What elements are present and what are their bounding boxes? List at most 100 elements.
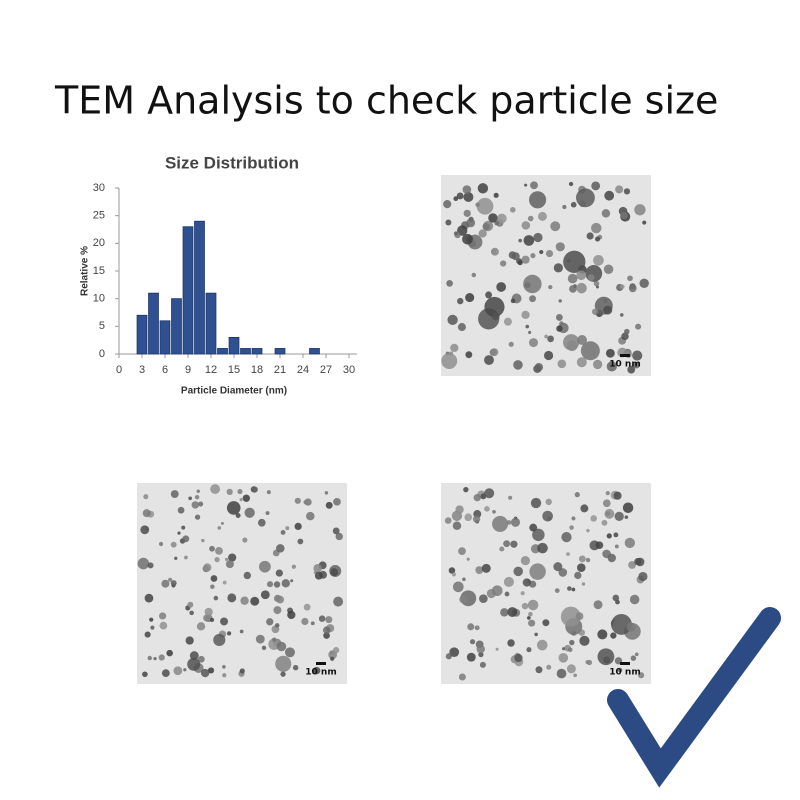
particle: [173, 666, 183, 676]
particle: [621, 332, 629, 341]
particle: [183, 668, 187, 672]
particle: [617, 667, 623, 673]
scale-label: 10 nm: [609, 668, 640, 678]
particle: [528, 338, 538, 348]
particle: [312, 666, 321, 675]
particle: [475, 566, 484, 575]
particle: [514, 653, 523, 663]
particle: [563, 334, 580, 351]
particle: [222, 673, 227, 678]
particle: [570, 201, 577, 208]
particle: [220, 617, 229, 626]
particle: [182, 535, 190, 543]
y-tick-label: 5: [99, 320, 105, 332]
particle: [535, 666, 543, 674]
particle: [576, 563, 586, 572]
particle: [554, 588, 560, 593]
particle: [196, 622, 206, 631]
particle: [481, 563, 491, 573]
particle: [529, 295, 536, 303]
particle: [137, 557, 150, 570]
particle: [575, 612, 584, 621]
particle: [161, 579, 170, 588]
particle: [610, 632, 617, 639]
particle: [463, 209, 471, 217]
particle: [523, 274, 542, 294]
particle: [177, 531, 181, 535]
particle: [555, 313, 563, 321]
particle: [446, 280, 453, 287]
particle: [520, 591, 525, 596]
particle: [594, 236, 601, 242]
particle: [576, 357, 587, 368]
particle: [272, 637, 277, 642]
particle: [323, 632, 330, 639]
particle: [529, 563, 546, 580]
particle: [290, 579, 294, 583]
particle: [194, 494, 200, 500]
particle: [458, 547, 466, 556]
tem-image: 10 nm: [137, 483, 347, 684]
particle: [604, 190, 615, 201]
particle: [451, 572, 456, 577]
particle: [525, 324, 530, 329]
particle: [471, 272, 477, 278]
particle: [508, 341, 514, 347]
particle: [239, 498, 243, 502]
particle: [147, 562, 154, 569]
particle: [187, 657, 201, 671]
particle: [613, 491, 622, 500]
particle: [520, 555, 531, 566]
particle: [213, 633, 226, 647]
particle: [629, 594, 640, 605]
particle: [601, 519, 608, 526]
particle: [159, 612, 167, 620]
tem-images: 10 nm 10 nm 10 nm: [137, 175, 651, 684]
particle: [261, 645, 267, 651]
particle: [209, 617, 215, 623]
particle: [463, 486, 469, 493]
particle: [579, 635, 590, 646]
particle: [477, 183, 489, 194]
particle: [332, 527, 340, 535]
particle: [538, 533, 542, 537]
particle: [476, 197, 494, 215]
particle: [586, 232, 594, 240]
particle: [605, 491, 610, 496]
particle: [227, 593, 237, 603]
particle: [548, 284, 553, 290]
particle: [603, 264, 614, 275]
particle: [593, 254, 604, 266]
particle: [476, 644, 485, 654]
particle: [632, 350, 643, 361]
particle: [201, 538, 205, 543]
particle: [638, 571, 648, 582]
particle: [198, 655, 205, 663]
particle: [526, 616, 531, 620]
scale-label: 10 nm: [305, 668, 336, 678]
y-axis-label: Relative %: [80, 246, 91, 296]
tem-image: 10 nm: [441, 175, 651, 376]
particle: [529, 523, 538, 532]
particle: [585, 557, 591, 563]
particle: [198, 501, 204, 507]
particle: [333, 647, 340, 654]
particle: [614, 511, 624, 522]
particle: [526, 647, 532, 653]
particle: [291, 564, 296, 569]
particle: [574, 492, 580, 498]
particle: [492, 515, 509, 532]
particle: [503, 576, 514, 587]
particle: [627, 275, 633, 282]
particle: [257, 518, 266, 527]
particle: [170, 490, 179, 498]
particle: [210, 484, 221, 494]
particle: [528, 330, 532, 334]
particle: [586, 659, 593, 666]
particle: [273, 606, 282, 615]
y-tick-label: 25: [93, 210, 105, 222]
x-tick-label: 27: [320, 364, 332, 376]
particle: [546, 664, 552, 670]
particle: [522, 578, 531, 587]
particle: [605, 511, 610, 516]
